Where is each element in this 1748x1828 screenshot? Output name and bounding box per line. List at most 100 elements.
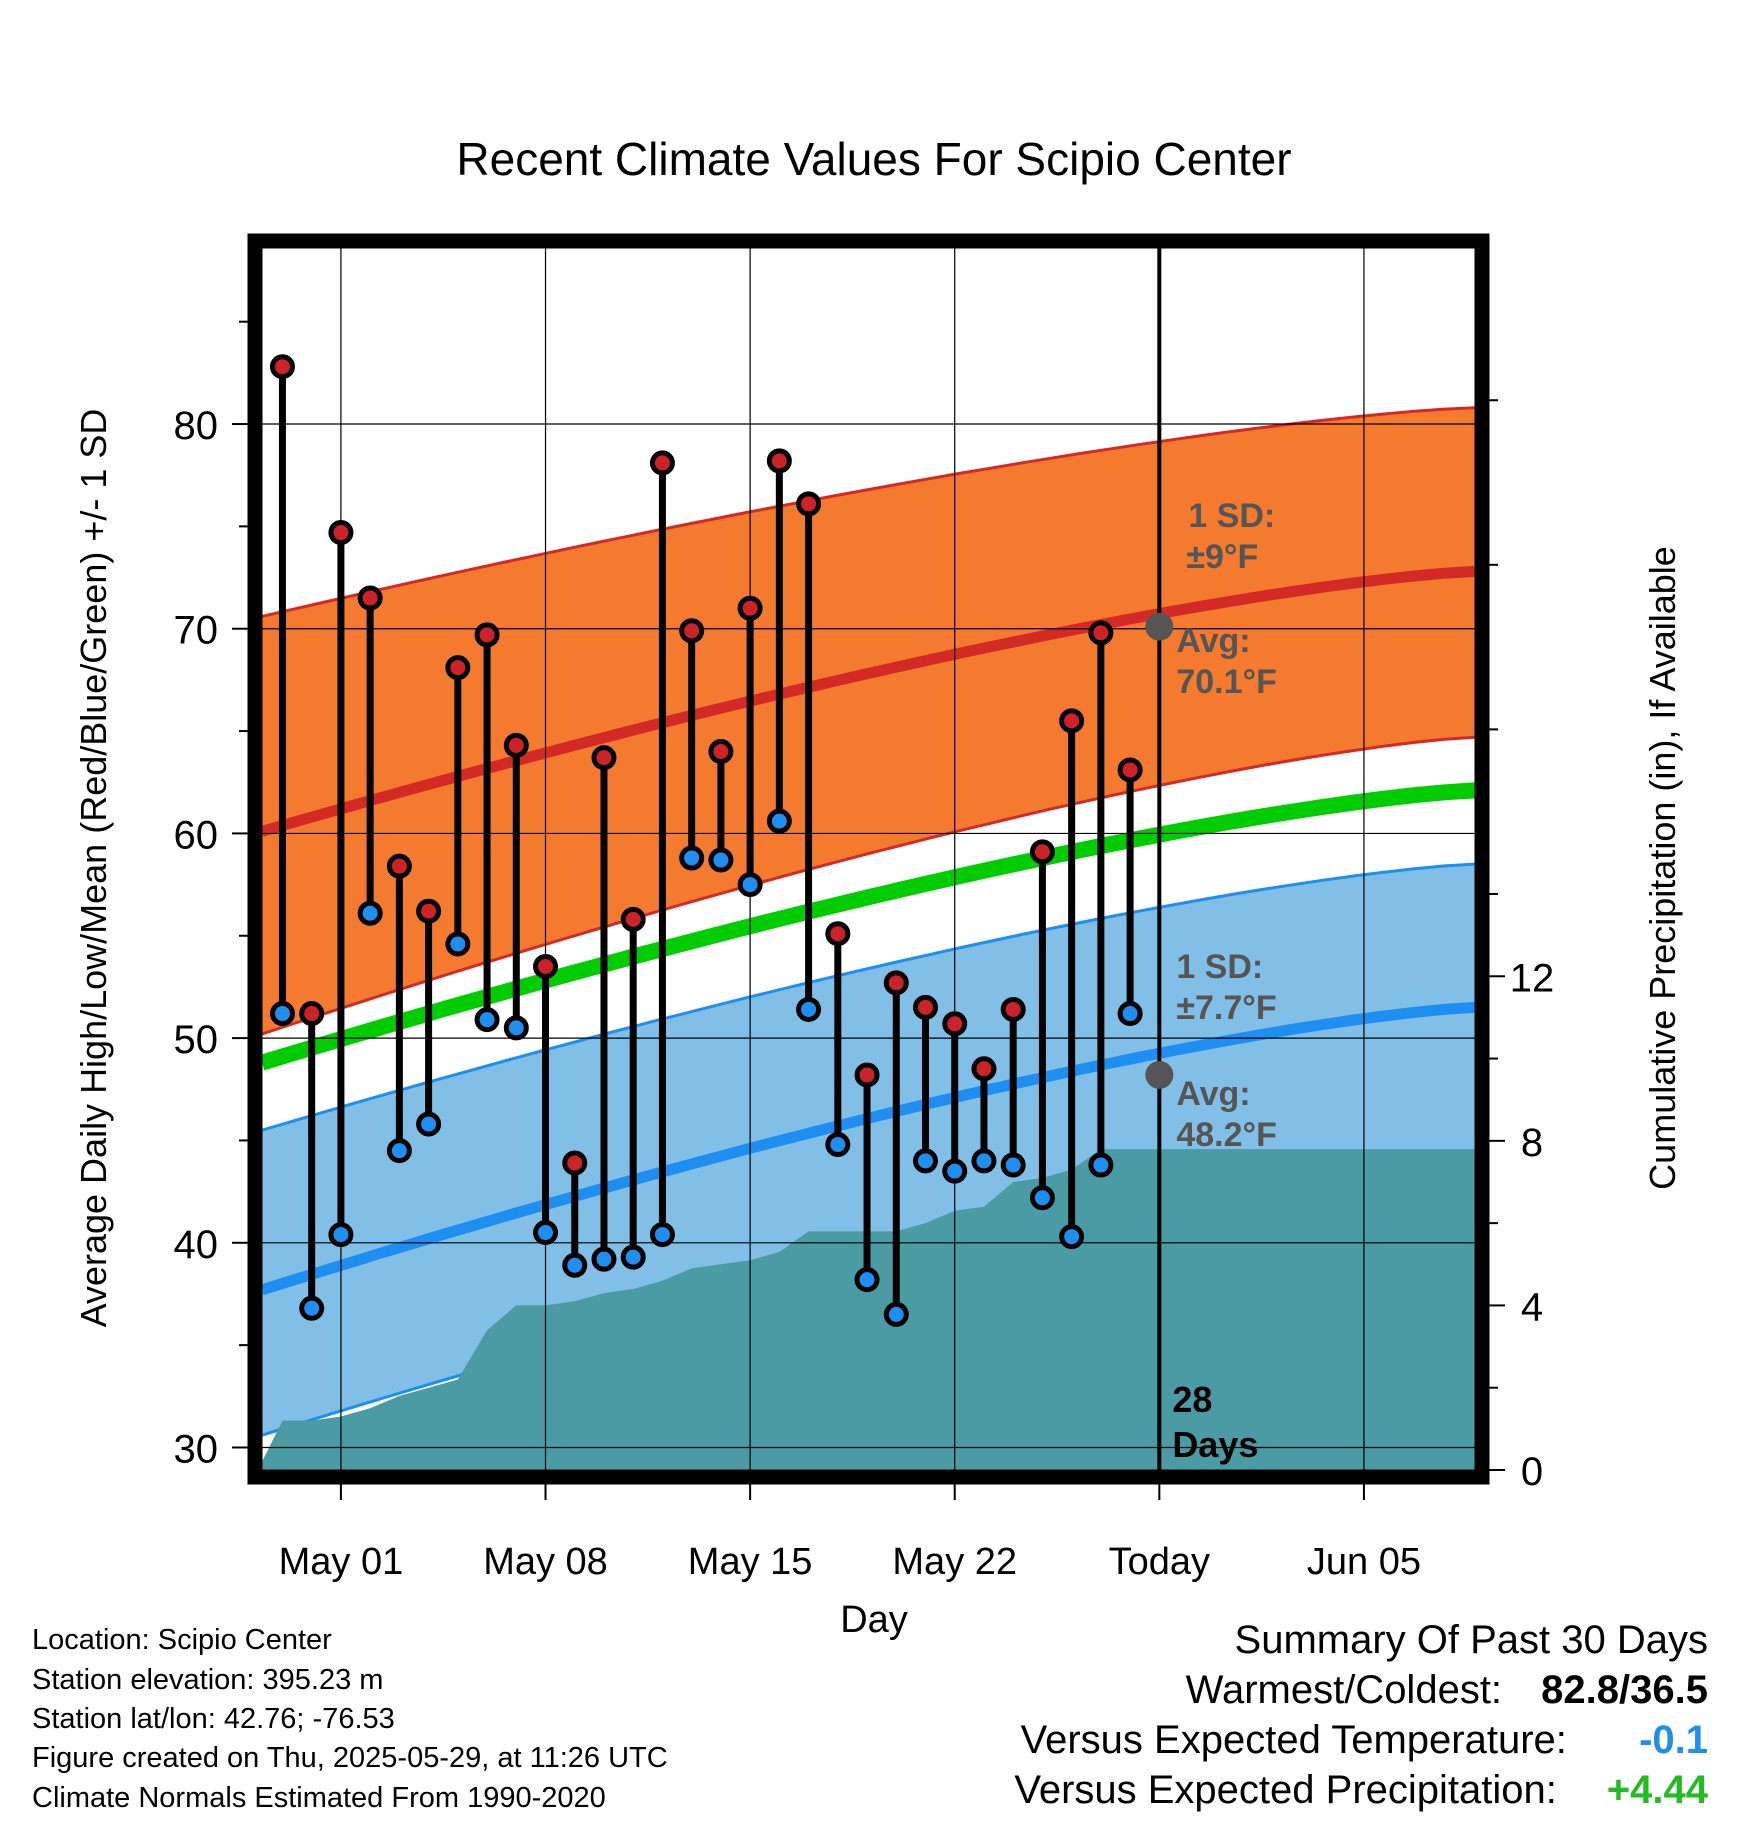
low-temp-point <box>299 1295 325 1321</box>
info-normals: Climate Normals Estimated From 1990-2020 <box>32 1782 606 1814</box>
high-temp-point <box>562 1150 588 1176</box>
y2-tick-label: 8 <box>1521 1121 1543 1165</box>
plot-background <box>259 406 1476 1470</box>
today-avg-low-marker <box>1145 1060 1174 1089</box>
high-temp-point <box>299 1001 325 1027</box>
high-temp-point <box>269 354 295 380</box>
low-temp-point <box>825 1132 851 1158</box>
low-temp-point <box>269 1001 295 1027</box>
low-temp-point <box>1029 1185 1055 1211</box>
temp-anomaly-label: Versus Expected Temperature: <box>1020 1718 1567 1762</box>
low-avg-annotation-value: 48.2°F <box>1176 1116 1277 1154</box>
x-tick-label: May 15 <box>688 1541 813 1583</box>
low-temp-point <box>766 808 792 834</box>
high-temp-point <box>737 595 763 621</box>
warm-cold-value: 82.8/36.5 <box>1541 1668 1708 1712</box>
high-temp-point <box>1059 708 1085 734</box>
today-avg-high-marker <box>1145 612 1174 641</box>
info-latlon: Station lat/lon: 42.76; -76.53 <box>32 1703 395 1735</box>
high-temp-point <box>591 745 617 771</box>
high-temp-point <box>474 622 500 648</box>
summary-precip: Versus Expected Precipitation: +4.44 <box>1014 1768 1708 1813</box>
low-temp-point <box>474 1007 500 1033</box>
high-temp-point <box>679 618 705 644</box>
y-axis-label: Average Daily High/Low/Mean (Red/Blue/Gr… <box>73 409 114 1328</box>
high-temp-point <box>1029 839 1055 865</box>
high-temp-point <box>942 1011 968 1037</box>
plot-border <box>247 233 1490 1485</box>
high-sd-annotation-value: ±9°F <box>1186 538 1258 576</box>
info-created: Figure created on Thu, 2025-05-29, at 11… <box>32 1742 668 1774</box>
high-temp-point <box>912 994 938 1020</box>
low-temp-point <box>942 1158 968 1184</box>
high-temp-point <box>328 520 354 546</box>
chart-title: Recent Climate Values For Scipio Center <box>456 133 1291 185</box>
low-temp-point <box>416 1111 442 1137</box>
days-label-number: 28 <box>1172 1379 1212 1420</box>
high-temp-point <box>766 448 792 474</box>
high-temp-point <box>1088 620 1114 646</box>
high-sd-upper-line <box>261 406 1476 618</box>
low-temp-point <box>737 872 763 898</box>
low-temp-point <box>386 1138 412 1164</box>
high-temp-point <box>825 921 851 947</box>
high-temp-point <box>416 898 442 924</box>
x-tick-label: Jun 05 <box>1307 1541 1421 1583</box>
precip-area <box>262 1149 1475 1470</box>
grid-lines <box>262 248 1475 1470</box>
high-temp-point <box>503 732 529 758</box>
y-tick-label: 70 <box>174 609 219 653</box>
low-temp-point <box>708 847 734 873</box>
high-temp-point <box>357 585 383 611</box>
x-axis-label: Day <box>840 1599 908 1641</box>
low-temp-point <box>357 900 383 926</box>
x-tick-label: May 08 <box>483 1541 608 1583</box>
y2-axis-label: Cumulative Precipitation (in), If Availa… <box>1642 546 1683 1190</box>
high-sd-lower-line <box>261 735 1476 1036</box>
low-temp-point <box>883 1301 909 1327</box>
mean-avg-line <box>259 782 1476 1071</box>
high-temp-point <box>445 655 471 681</box>
low-temp-point <box>796 996 822 1022</box>
y-tick-label: 60 <box>174 813 219 857</box>
low-temp-point <box>971 1148 997 1174</box>
y2-tick-label: 4 <box>1521 1285 1543 1329</box>
low-temp-point <box>591 1246 617 1272</box>
axes: 30 40 50 60 70 80 0 4 8 12 May 01 May 08 May 15 May 2… <box>174 320 1555 1583</box>
high-temp-point <box>649 450 675 476</box>
low-temp-point <box>620 1244 646 1270</box>
low-temp-point <box>649 1222 675 1248</box>
low-temp-point <box>912 1148 938 1174</box>
high-temp-point <box>1000 996 1026 1022</box>
low-temp-point <box>562 1252 588 1278</box>
days-label-text: Days <box>1172 1424 1258 1465</box>
y-tick-label: 40 <box>174 1223 219 1267</box>
y-tick-label: 30 <box>174 1427 219 1471</box>
plot-frame <box>247 233 1490 1485</box>
low-avg-annotation-title: Avg: <box>1176 1075 1250 1113</box>
high-temp-point <box>1117 757 1143 783</box>
precip-anomaly-value: +4.44 <box>1606 1768 1708 1812</box>
high-sd-annotation-title: 1 SD: <box>1188 497 1275 535</box>
low-temp-point <box>1059 1224 1085 1250</box>
low-temp-point <box>503 1015 529 1041</box>
y2-tick-label: 12 <box>1510 956 1555 1000</box>
low-temp-point <box>445 931 471 957</box>
low-temp-point <box>1117 1001 1143 1027</box>
low-sd-upper-line <box>261 862 1476 1132</box>
high-avg-line <box>260 565 1476 837</box>
summary-temp: Versus Expected Temperature: -0.1 <box>1021 1718 1708 1763</box>
x-tick-label: May 22 <box>892 1541 1017 1583</box>
high-sd-band <box>262 407 1475 1034</box>
high-avg-annotation-title: Avg: <box>1176 622 1250 660</box>
low-temp-point <box>1088 1152 1114 1178</box>
summary-warm-cold: Warmest/Coldest: 82.8/36.5 <box>1186 1668 1708 1713</box>
low-temp-point <box>1000 1152 1026 1178</box>
temp-anomaly-value: -0.1 <box>1639 1718 1708 1762</box>
low-temp-point <box>328 1222 354 1248</box>
high-temp-point <box>620 906 646 932</box>
x-tick-label: Today <box>1109 1541 1210 1583</box>
precip-anomaly-label: Versus Expected Precipitation: <box>1014 1768 1557 1812</box>
high-temp-point <box>708 739 734 765</box>
